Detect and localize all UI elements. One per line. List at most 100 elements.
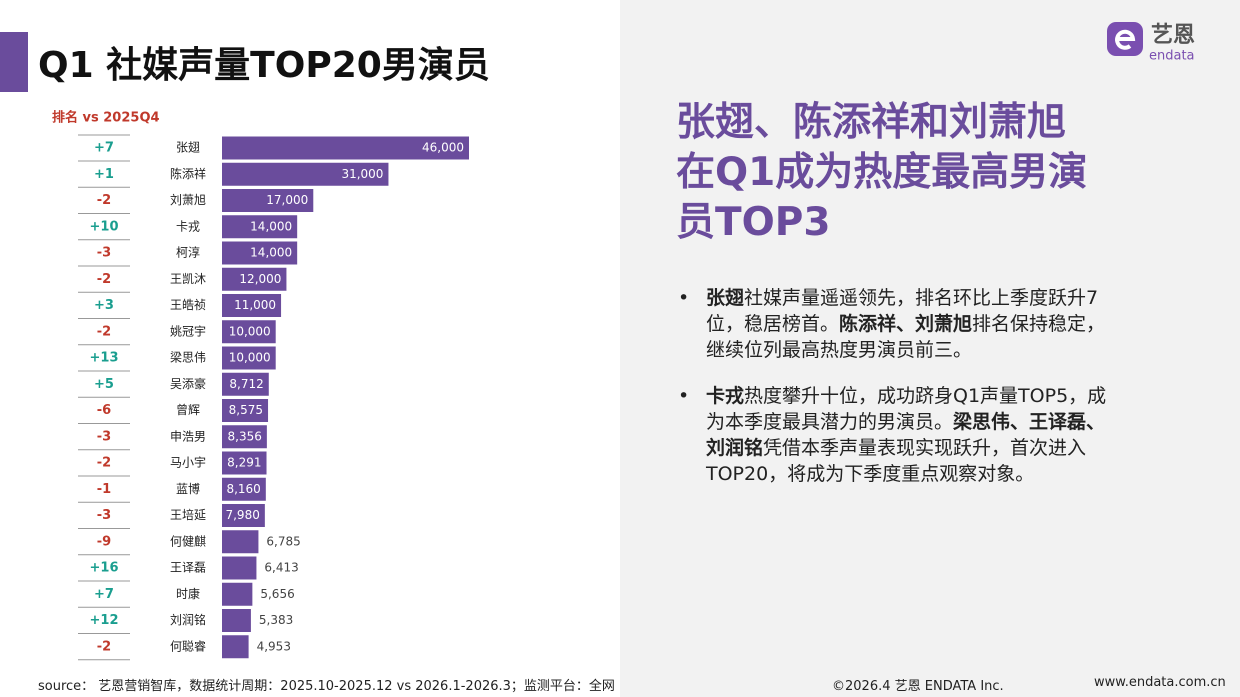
- bar: [222, 451, 267, 475]
- logo: 艺恩 endata: [1107, 22, 1195, 64]
- bar: [222, 189, 314, 212]
- rank-change: -9: [97, 534, 111, 549]
- value-label: 10,000: [229, 351, 271, 365]
- category-label: 申浩男: [170, 429, 206, 443]
- bullet-list: 张翅社媒声量遥遥领先，排名环比上季度跃升7位，稳居榜首。陈添祥、刘萧旭排名保持稳…: [676, 285, 1121, 507]
- category-label: 王皓祯: [170, 298, 206, 312]
- rank-change: +3: [94, 298, 114, 313]
- headline: 张翅、陈添祥和刘萧旭 在Q1成为热度最高男演 员TOP3: [676, 98, 1087, 248]
- rank-change: -3: [97, 508, 111, 523]
- title-accent: [0, 32, 28, 92]
- value-label: 8,160: [226, 482, 260, 496]
- bullet-bold: 卡戎: [706, 385, 745, 407]
- value-label: 4,953: [257, 639, 291, 653]
- bar: [222, 320, 276, 344]
- bullet: 卡戎热度攀升十位，成功跻身Q1声量TOP5，成为本季度最具潜力的男演员。梁思伟、…: [676, 383, 1121, 487]
- bullet-text: 热度攀升十位，成功跻身Q1声量TOP5，成为本季度最具潜力的男演员。: [706, 385, 1107, 433]
- bullet-bold: 陈添祥、刘萧旭: [839, 313, 973, 335]
- value-label: 8,712: [229, 377, 263, 391]
- bar: [222, 530, 259, 554]
- value-label: 8,291: [227, 456, 261, 470]
- category-label: 王凯沐: [170, 272, 206, 286]
- value-label: 8,575: [229, 403, 263, 417]
- headline-line: 员TOP3: [676, 200, 831, 245]
- bar: [222, 372, 269, 396]
- rank-change: -6: [97, 403, 111, 418]
- category-label: 姚冠宇: [170, 324, 206, 338]
- rank-change: -2: [97, 272, 111, 287]
- value-label: 12,000: [239, 272, 281, 286]
- value-label: 5,656: [260, 587, 294, 601]
- headline-line: 在Q1成为热度最高男演: [676, 150, 1088, 195]
- rank-change: -3: [97, 246, 111, 261]
- value-label: 5,383: [259, 613, 293, 627]
- bar: [222, 425, 267, 449]
- value-label: 17,000: [266, 193, 308, 207]
- bar: [222, 136, 469, 160]
- rank-change: +16: [90, 561, 119, 576]
- value-label: 14,000: [250, 246, 292, 260]
- logo-e: [1115, 29, 1136, 50]
- category-label: 刘萧旭: [170, 193, 206, 207]
- bar: [222, 346, 276, 370]
- bar: [222, 477, 266, 501]
- category-label: 张翅: [176, 140, 200, 155]
- rank-change: -2: [97, 193, 111, 208]
- bullet-bold: 张翅: [706, 287, 745, 309]
- bullet-bold: 梁思伟、王译磊、刘润铭: [706, 411, 1106, 459]
- bar: [222, 241, 298, 265]
- value-label: 11,000: [234, 298, 276, 312]
- rank-change: -2: [97, 639, 111, 654]
- category-label: 蓝博: [176, 481, 200, 496]
- category-label: 梁思伟: [170, 350, 206, 365]
- bar: [222, 582, 253, 606]
- bar: [222, 609, 251, 632]
- logo-brand: endata: [1149, 49, 1195, 64]
- category-label: 马小宇: [170, 456, 206, 470]
- category-label: 柯淳: [176, 245, 200, 260]
- rank-change: +12: [90, 613, 119, 628]
- source: source： 艺恩营销智库，数据统计周期：2025.10-2025.12 vs…: [38, 679, 615, 694]
- bar: [222, 399, 269, 422]
- chart: 排名 vs 2025Q4 +7 张翅 46,000 +1 陈添祥 31,000 -2 刘萧旭 1…: [52, 110, 469, 661]
- bar: [222, 556, 257, 580]
- category-label: 陈添祥: [170, 166, 206, 181]
- bar: [222, 215, 298, 239]
- bullet-text: 排名保持稳定，继续位列最高热度男演员前三。: [706, 313, 1106, 361]
- bar: [222, 294, 282, 317]
- rank-header: 排名 vs 2025Q4: [52, 110, 160, 126]
- category-label: 刘润铭: [170, 612, 206, 627]
- value-label: 8,356: [228, 429, 262, 443]
- copyright: ©2026.4 艺恩 ENDATA Inc.: [832, 679, 1004, 694]
- chart-title: Q1 社媒声量TOP20男演员: [38, 45, 490, 86]
- rank-change: +13: [90, 351, 119, 366]
- value-label: 7,980: [225, 508, 259, 522]
- category-label: 何健麒: [170, 533, 206, 548]
- category-label: 曾辉: [176, 403, 200, 417]
- logo-name: 艺恩: [1151, 22, 1195, 48]
- rank-change: +5: [94, 377, 114, 392]
- rank-change: -3: [97, 429, 111, 444]
- url: www.endata.com.cn: [1094, 675, 1226, 690]
- category-label: 王培延: [170, 507, 206, 522]
- bullet: 张翅社媒声量遥遥领先，排名环比上季度跃升7位，稳居榜首。陈添祥、刘萧旭排名保持稳…: [676, 285, 1121, 363]
- bar: [222, 267, 287, 291]
- value-label: 31,000: [341, 167, 383, 181]
- rank-change: -2: [97, 456, 111, 471]
- rank-change: +1: [94, 167, 114, 182]
- value-label: 6,785: [266, 534, 300, 548]
- value-label: 46,000: [422, 141, 464, 155]
- category-label: 吴添豪: [170, 376, 206, 391]
- bar: [222, 635, 249, 659]
- value-label: 10,000: [229, 324, 271, 338]
- bar: [222, 504, 265, 527]
- rank-change: +7: [94, 587, 114, 602]
- category-label: 何聪睿: [170, 638, 206, 653]
- rank-change: -2: [97, 324, 111, 339]
- bullet-text: 凭借本季声量表现实现跃升，首次进入TOP20，将成为下季度重点观察对象。: [706, 437, 1087, 485]
- rank-change: +7: [94, 141, 114, 156]
- bullet-text: 社媒声量遥遥领先，排名环比上季度跃升7位，稳居榜首。: [706, 287, 1099, 335]
- category-label: 王译磊: [170, 561, 206, 575]
- value-label: 6,413: [264, 561, 298, 575]
